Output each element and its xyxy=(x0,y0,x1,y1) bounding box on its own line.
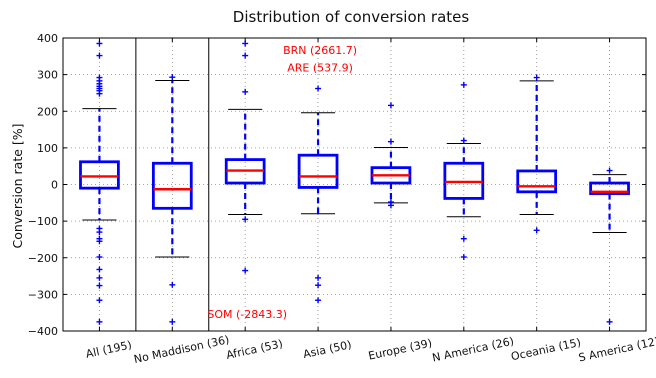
chart-title: Distribution of conversion rates xyxy=(233,8,470,26)
plot-area: −400 −300 −200 −100 0 100 200 300 400 All (195) No… xyxy=(28,32,656,366)
y-tick-label: 300 xyxy=(37,69,58,82)
flier-point xyxy=(387,138,394,145)
x-tick-label: S America (12) xyxy=(577,335,656,365)
box-7 xyxy=(589,167,630,325)
flier-point xyxy=(242,52,249,59)
y-tick-label: 400 xyxy=(37,32,58,45)
flier-point xyxy=(387,102,394,109)
y-tick-label: −300 xyxy=(28,288,58,301)
box-5 xyxy=(443,81,485,261)
flier-point xyxy=(315,274,322,281)
flier-point xyxy=(242,216,249,223)
flier-point xyxy=(242,88,249,95)
box-3 xyxy=(297,85,339,304)
flier-point xyxy=(96,229,103,236)
flier-point xyxy=(533,227,540,234)
box-iqr xyxy=(151,161,193,210)
x-tick-label: Oceania (15) xyxy=(510,336,582,363)
box-4 xyxy=(370,102,412,209)
flier-point xyxy=(315,85,322,92)
flier-point xyxy=(315,282,322,289)
flier-point xyxy=(96,297,103,304)
box-iqr xyxy=(79,160,120,190)
y-tick-label: 100 xyxy=(37,142,58,155)
y-tick-label: 200 xyxy=(37,105,58,118)
flier-point xyxy=(96,318,103,325)
flier-point xyxy=(96,238,103,245)
y-tick-label: −400 xyxy=(28,325,58,338)
y-axis-label: Conversion rate [%] xyxy=(10,123,25,248)
flier-point xyxy=(96,90,103,97)
flier-point xyxy=(169,74,176,81)
x-tick-label: All (195) xyxy=(85,338,133,360)
flier-point xyxy=(533,74,540,81)
flier-point xyxy=(315,297,322,304)
annotation-label: ARE (537.9) xyxy=(287,62,353,75)
y-tick-label: 0 xyxy=(51,179,58,192)
y-tick-label: −100 xyxy=(28,215,58,228)
box-1 xyxy=(151,74,193,325)
flier-point xyxy=(606,167,613,174)
box-0 xyxy=(79,40,120,325)
flier-point xyxy=(460,254,467,261)
flier-point xyxy=(96,254,103,261)
box-iqr xyxy=(297,153,339,189)
box-iqr xyxy=(516,169,558,194)
flier-point xyxy=(460,81,467,88)
flier-point xyxy=(96,282,103,289)
x-tick-label: Asia (50) xyxy=(302,338,353,361)
flier-point xyxy=(387,202,394,209)
flier-point xyxy=(606,318,613,325)
x-tick-label: Africa (53) xyxy=(225,337,284,362)
flier-point xyxy=(169,318,176,325)
flier-point xyxy=(169,281,176,288)
annotation-label: SOM (-2843.3) xyxy=(207,308,287,321)
flier-point xyxy=(460,235,467,242)
y-tick-label: −200 xyxy=(28,252,58,265)
flier-point xyxy=(96,52,103,59)
x-tick-label: No Maddison (36) xyxy=(133,333,231,366)
plot-frame xyxy=(62,37,647,332)
flier-point xyxy=(242,267,249,274)
x-tick-label: Europe (39) xyxy=(367,336,433,362)
box-iqr xyxy=(589,181,630,196)
box-2 xyxy=(224,40,266,274)
annotation-label: BRN (2661.7) xyxy=(283,44,357,57)
x-tick-label: N America (26) xyxy=(431,335,515,365)
flier-point xyxy=(96,274,103,281)
flier-point xyxy=(96,266,103,273)
box-6 xyxy=(516,74,558,234)
flier-point xyxy=(460,137,467,144)
